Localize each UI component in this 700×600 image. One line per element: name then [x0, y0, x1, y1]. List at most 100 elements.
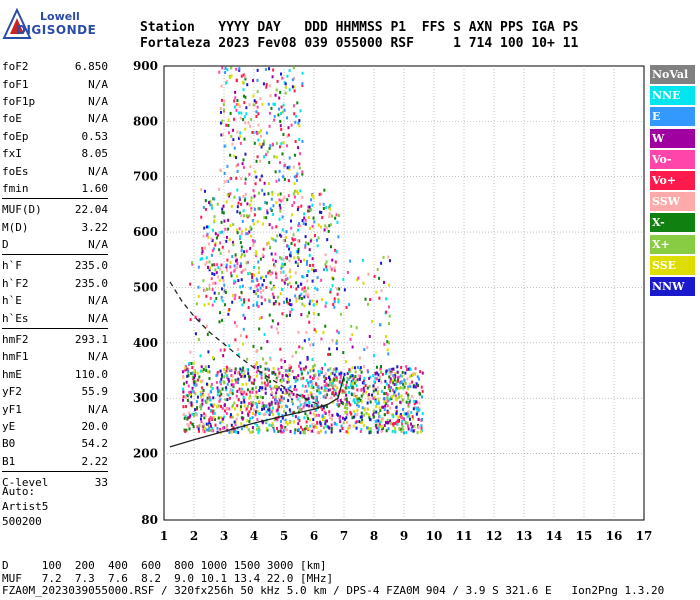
echo-point — [358, 397, 361, 401]
echo-point — [319, 429, 322, 433]
echo-point — [284, 418, 287, 422]
echo-point — [284, 404, 287, 408]
echo-point — [230, 134, 233, 138]
param-value: N/A — [88, 164, 108, 178]
echo-point — [226, 398, 229, 402]
echo-point — [233, 420, 236, 424]
echo-point — [249, 271, 252, 275]
param-row: foF2 6.850 — [2, 58, 108, 75]
echo-point — [324, 372, 327, 376]
echo-point — [266, 367, 269, 371]
echo-point — [259, 129, 262, 133]
echo-point — [275, 179, 278, 183]
echo-point — [358, 420, 361, 424]
echo-point — [342, 277, 345, 281]
echo-point — [376, 389, 379, 393]
echo-point — [330, 430, 333, 434]
echo-point — [282, 175, 285, 179]
echo-point — [185, 394, 188, 398]
echo-point — [264, 412, 267, 416]
echo-point — [380, 261, 383, 265]
echo-point — [236, 231, 239, 235]
echo-point — [252, 411, 255, 415]
echo-point — [262, 142, 265, 146]
echo-point — [313, 374, 316, 378]
echo-point — [305, 389, 308, 393]
echo-point — [257, 283, 260, 287]
echo-point — [281, 110, 284, 114]
echo-point — [254, 239, 257, 243]
echo-point — [298, 162, 301, 166]
echo-point — [304, 241, 307, 245]
echo-point — [261, 401, 264, 405]
echo-point — [259, 207, 262, 211]
echo-point — [377, 423, 380, 427]
echo-point — [188, 400, 191, 404]
echo-point — [289, 251, 292, 255]
echo-point — [240, 249, 243, 253]
echo-point — [308, 302, 311, 306]
echo-point — [321, 408, 324, 412]
echo-point — [261, 188, 264, 192]
echo-point — [328, 383, 331, 387]
echo-point — [197, 337, 200, 341]
echo-point — [397, 419, 400, 423]
echo-point — [351, 385, 354, 389]
echo-point — [385, 429, 388, 433]
echo-point — [297, 205, 300, 209]
echo-point — [322, 268, 325, 272]
param-row: h`Es N/A — [2, 309, 108, 326]
param-label: fxI — [2, 147, 22, 161]
echo-point — [240, 290, 243, 294]
echo-point — [269, 358, 272, 362]
echo-point — [416, 410, 419, 414]
echo-point — [215, 380, 218, 384]
echo-point — [279, 256, 282, 260]
echo-point — [317, 223, 320, 227]
echo-point — [255, 374, 258, 378]
echo-point — [225, 123, 228, 127]
echo-point — [220, 133, 223, 137]
echo-point — [253, 194, 256, 198]
echo-point — [273, 285, 276, 289]
echo-point — [283, 409, 286, 413]
echo-point — [273, 118, 276, 122]
echo-point — [183, 382, 186, 386]
echo-point — [414, 372, 417, 376]
echo-point — [394, 394, 397, 398]
echo-point — [222, 204, 225, 208]
echo-point — [240, 111, 243, 115]
echo-point — [388, 375, 391, 379]
echo-point — [279, 145, 282, 149]
echo-point — [216, 389, 219, 393]
echo-point — [259, 257, 262, 261]
echo-point — [198, 424, 201, 428]
echo-point — [304, 412, 307, 416]
echo-point — [333, 422, 336, 426]
echo-point — [300, 204, 303, 208]
echo-point — [383, 423, 386, 427]
echo-point — [228, 344, 231, 348]
echo-point — [255, 277, 258, 281]
echo-point — [277, 331, 280, 335]
echo-point — [218, 320, 221, 324]
echo-point — [216, 202, 219, 206]
echo-point — [314, 330, 317, 334]
echo-point — [294, 294, 297, 298]
echo-point — [252, 344, 255, 348]
echo-point — [380, 389, 383, 393]
auto-program: Artist5 — [2, 500, 49, 513]
echo-point — [206, 234, 209, 238]
echo-point — [388, 259, 391, 263]
echo-point — [215, 405, 218, 409]
echo-point — [195, 400, 198, 404]
echo-point — [398, 395, 401, 399]
echo-point — [384, 404, 387, 408]
echo-point — [346, 403, 349, 407]
echo-point — [277, 374, 280, 378]
echo-point — [272, 386, 275, 390]
echo-point — [250, 402, 253, 406]
echo-point — [335, 378, 338, 382]
echo-point — [222, 426, 225, 430]
echo-point — [385, 335, 388, 339]
